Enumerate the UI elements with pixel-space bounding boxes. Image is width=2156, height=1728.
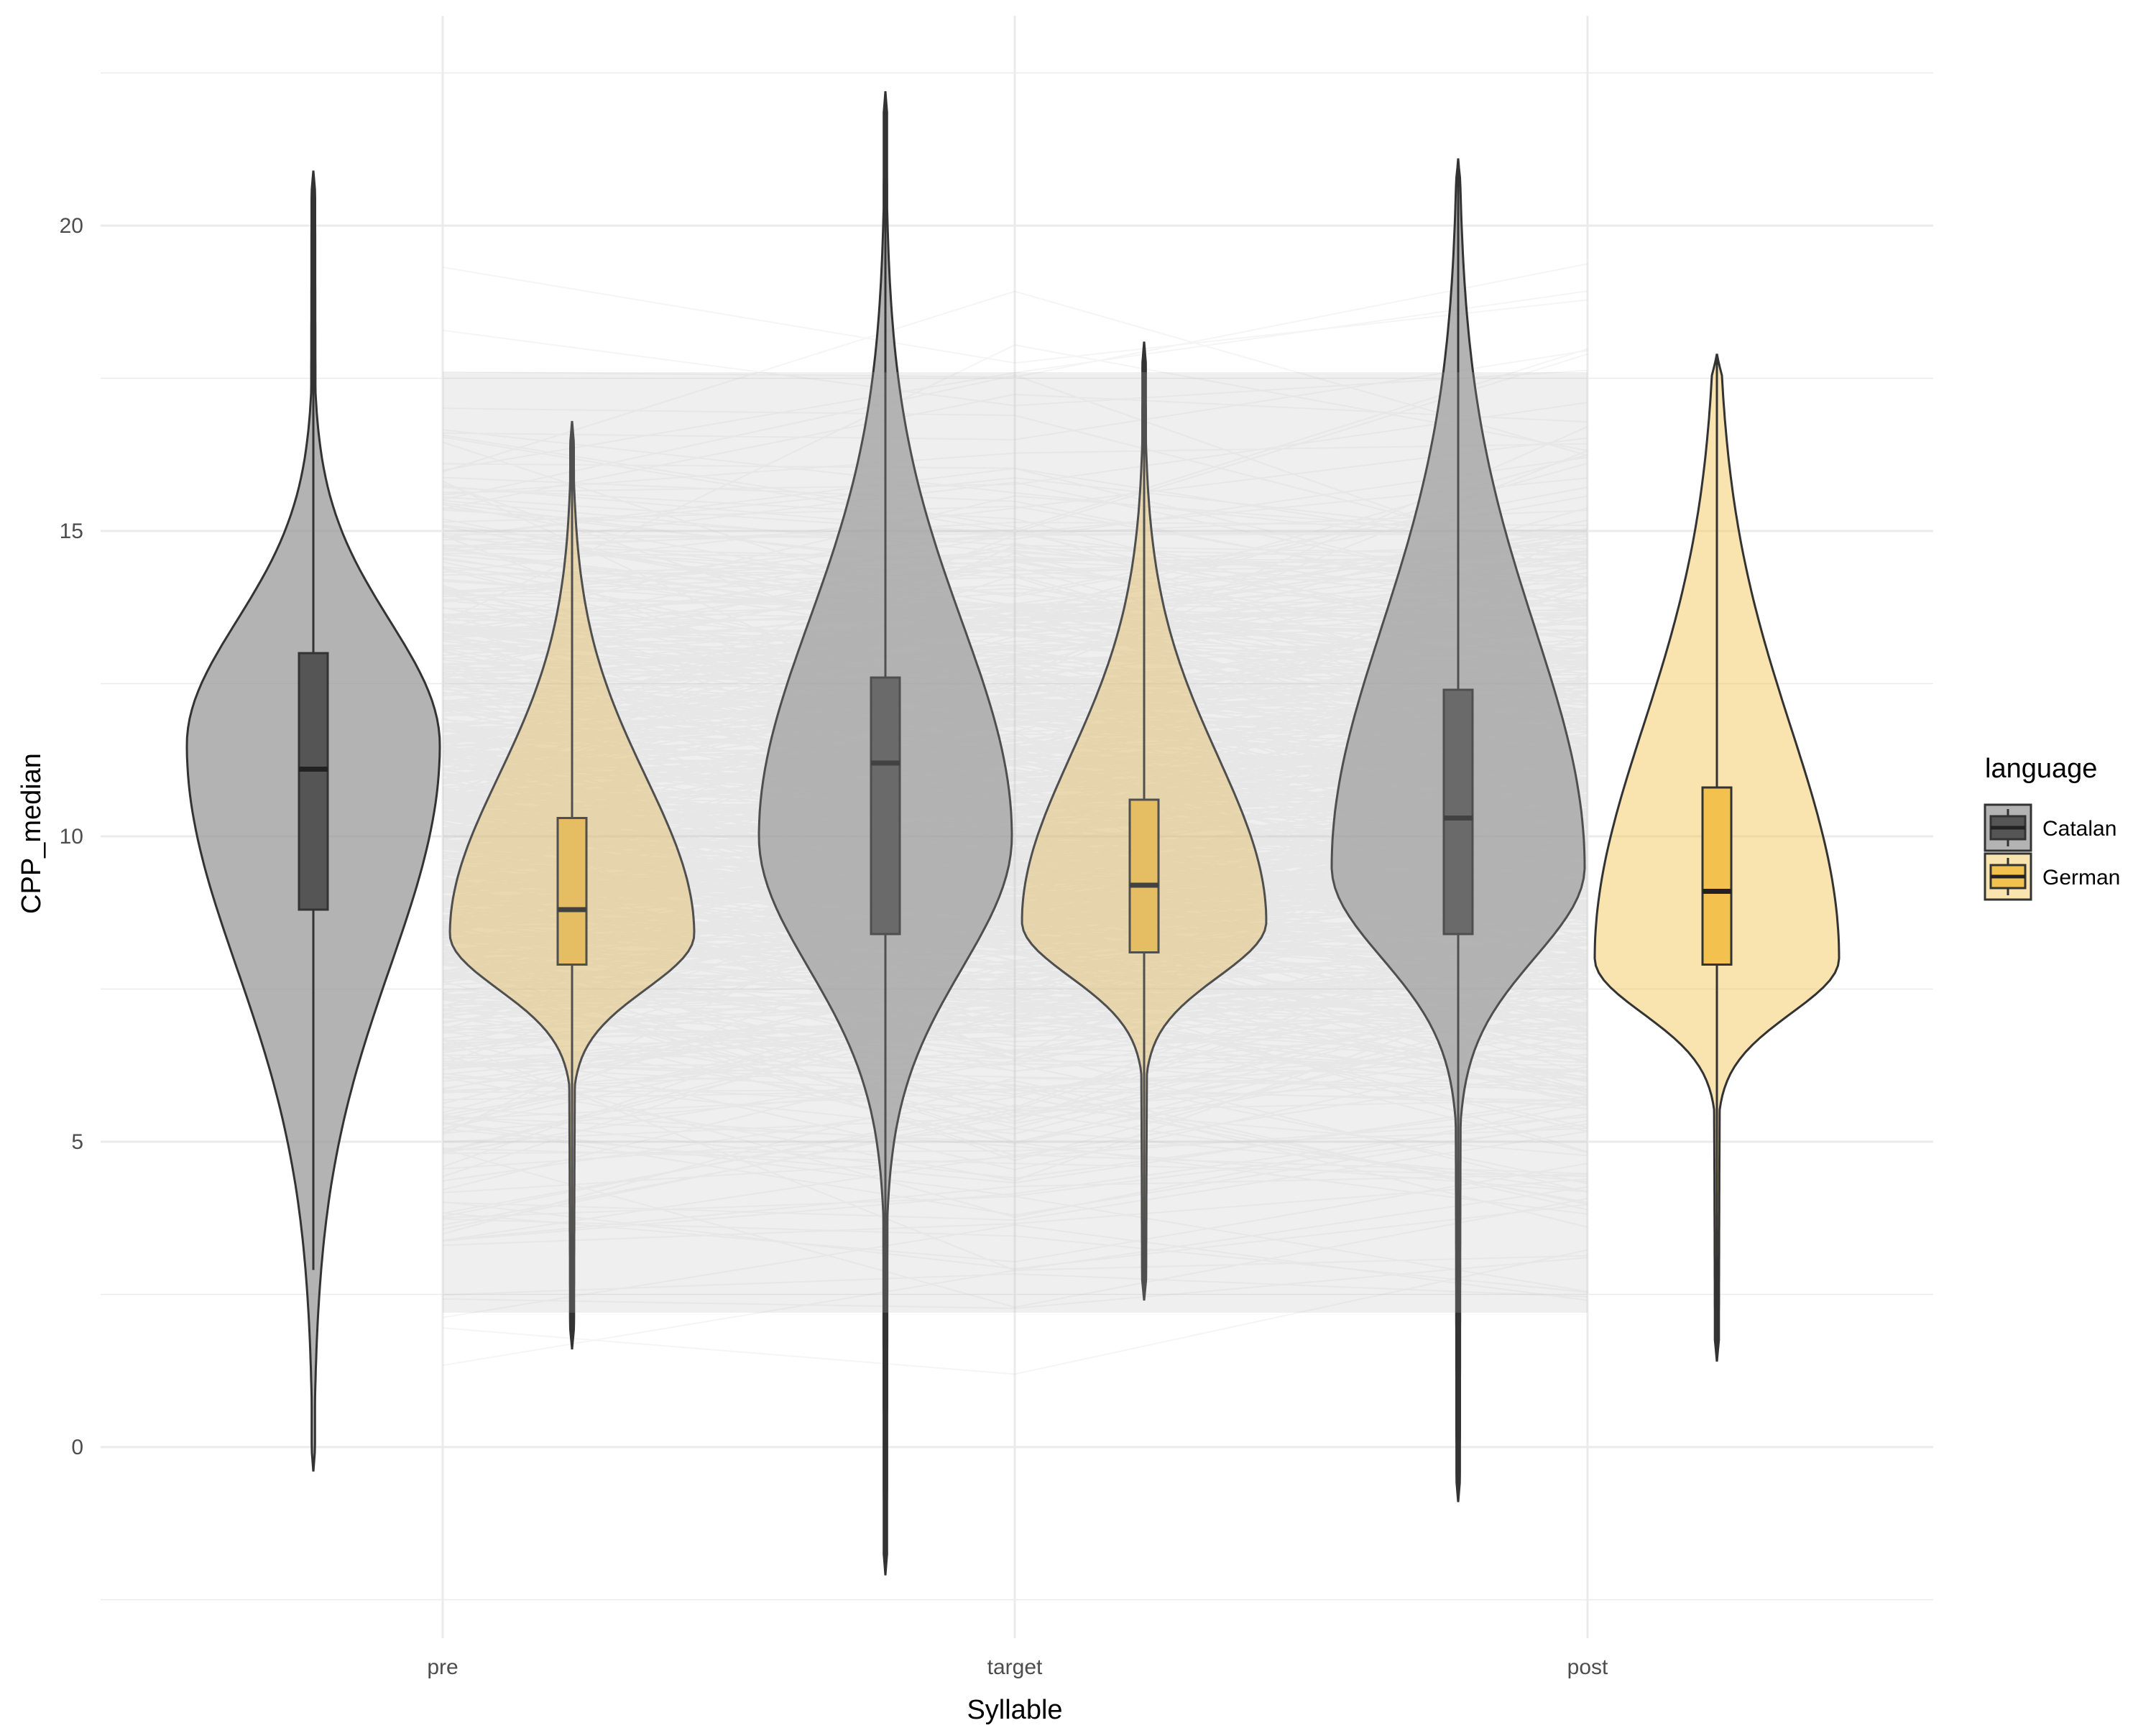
legend-label: German [2042,866,2120,890]
legend-items: Catalan German [1984,803,2120,901]
violin-catalan-pre [185,170,441,1472]
y-tick-label: 10 [60,825,83,849]
violin-catalan-post [1330,158,1586,1502]
y-tick-label: 0 [71,1436,83,1459]
x-tick-label-post: post [1567,1655,1608,1679]
violin-catalan-target [757,91,1013,1576]
y-tick-label: 5 [71,1130,83,1154]
legend-item-catalan: Catalan [1984,803,2116,852]
violin-german-pre [448,420,696,1350]
box [1701,786,1733,966]
line-density-band [443,372,1588,1313]
x-tick-labels: pre target post [427,1655,1608,1679]
violin-german-target [1021,341,1268,1301]
violin-german-post [1593,354,1841,1362]
x-tick-label-pre: pre [427,1655,458,1679]
y-tick-label: 15 [60,519,83,543]
y-axis-title: CPP_median [17,753,47,914]
y-tick-labels: 0 5 10 15 20 [60,214,83,1459]
legend-label: Catalan [2042,817,2116,841]
y-tick-label: 20 [60,214,83,238]
participant-lines [442,263,1588,1375]
box [1442,688,1474,935]
box [870,676,901,935]
violins [185,91,1841,1576]
legend-title: language [1985,754,2097,784]
box [556,817,588,966]
x-axis-title: Syllable [967,1695,1062,1724]
box [298,652,329,911]
individual-lines [442,263,1588,1375]
legend-item-german: German [1984,852,2120,901]
legend: language Catalan German [1984,754,2120,901]
box [1128,798,1160,953]
x-tick-label-target: target [987,1655,1043,1679]
